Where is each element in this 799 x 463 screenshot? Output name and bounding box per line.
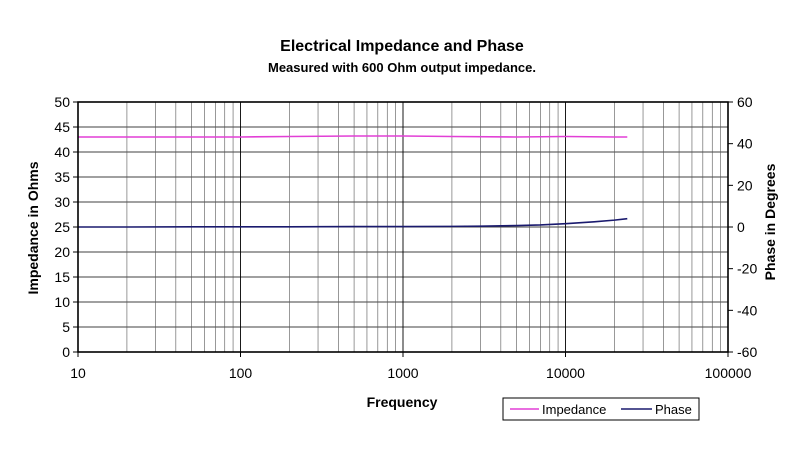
x-tick-label: 100 <box>229 365 253 381</box>
legend-label-phase: Phase <box>655 402 692 417</box>
y-axis-label: Impedance in Ohms <box>25 161 41 294</box>
x-tick-label: 100000 <box>705 365 752 381</box>
y-tick-label: 35 <box>54 169 70 185</box>
y2-tick-label: 40 <box>737 136 753 152</box>
legend-box <box>502 397 700 421</box>
y-tick-label: 0 <box>62 344 70 360</box>
chart-subtitle: Measured with 600 Ohm output impedance. <box>268 60 536 75</box>
y-tick-label: 40 <box>54 144 70 160</box>
x-tick-label: 10 <box>70 365 86 381</box>
y-tick-label: 45 <box>54 119 70 135</box>
y-tick-label: 5 <box>62 319 70 335</box>
y-tick-label: 15 <box>54 269 70 285</box>
y-tick-label: 30 <box>54 194 70 210</box>
y2-tick-label: -60 <box>737 344 757 360</box>
x-tick-label: 1000 <box>387 365 418 381</box>
y-tick-label: 20 <box>54 244 70 260</box>
x-axis-ticks: 10 100 1000 10000 100000 <box>70 352 752 381</box>
y2-axis-ticks: -60 -40 -20 0 20 40 60 <box>728 94 757 360</box>
legend: Impedance Phase <box>502 397 700 421</box>
y-tick-label: 10 <box>54 294 70 310</box>
series-line-phase <box>78 217 628 228</box>
x-tick-label: 10000 <box>546 365 585 381</box>
chart-title: Electrical Impedance and Phase <box>280 38 524 55</box>
series-lines <box>78 135 628 228</box>
y-axis-ticks: 0 5 10 15 20 25 30 35 40 45 50 <box>54 94 78 360</box>
y2-tick-label: 60 <box>737 94 753 110</box>
y2-tick-label: 20 <box>737 177 753 193</box>
y-tick-label: 50 <box>54 94 70 110</box>
y-tick-label: 25 <box>54 219 70 235</box>
series-line-impedance <box>78 135 628 138</box>
y2-tick-label: 0 <box>737 219 745 235</box>
y2-tick-label: -40 <box>737 302 757 318</box>
legend-label-impedance: Impedance <box>542 402 606 417</box>
x-axis-label: Frequency <box>367 394 438 410</box>
y2-axis-label: Phase in Degrees <box>762 163 778 280</box>
y2-tick-label: -20 <box>737 261 757 277</box>
